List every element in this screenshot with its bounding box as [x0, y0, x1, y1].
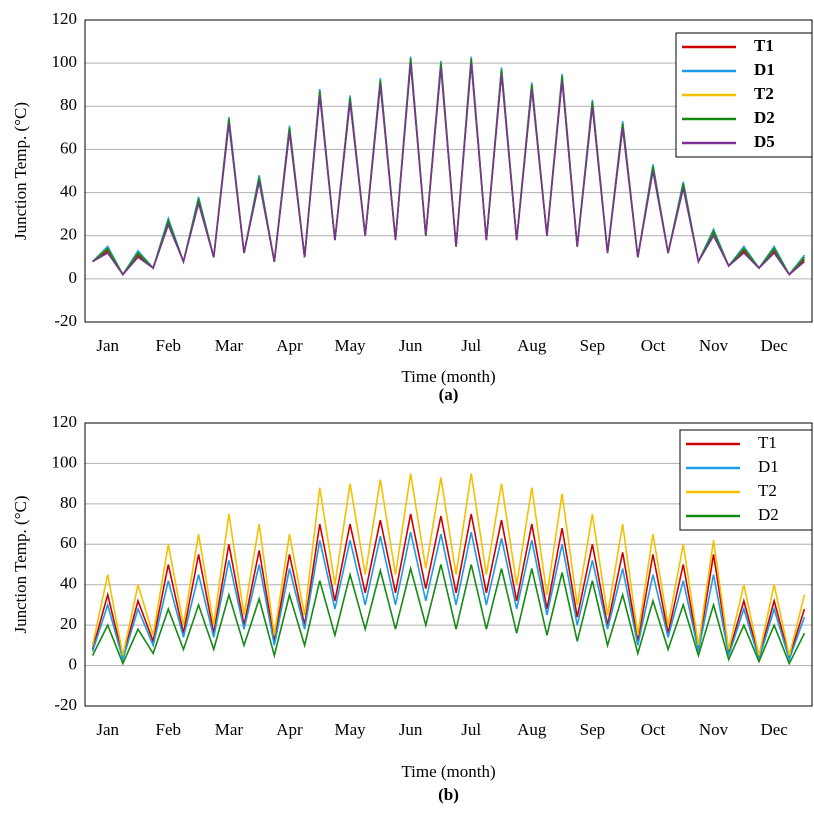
y-tick-label: 20: [60, 614, 77, 633]
x-tick-label: Oct: [641, 336, 666, 355]
x-tick-label: Jul: [461, 720, 481, 739]
legend-label: D5: [754, 132, 775, 151]
x-tick-label: Jun: [399, 336, 423, 355]
legend-label: D1: [758, 457, 779, 476]
legend-label: D2: [754, 108, 775, 127]
x-tick-label: Jan: [96, 720, 119, 739]
legend-label: T2: [758, 481, 777, 500]
x-tick-label: Nov: [699, 336, 729, 355]
x-axis-label: Time (month): [401, 762, 495, 781]
series-line: [92, 63, 805, 276]
y-tick-label: 60: [60, 138, 77, 157]
x-tick-label: Nov: [699, 720, 729, 739]
x-tick-label: May: [334, 336, 366, 355]
y-tick-label: 40: [60, 574, 77, 593]
x-tick-label: Feb: [156, 720, 182, 739]
y-axis-label: Junction Temp. (°C): [11, 102, 30, 240]
series-line: [91, 564, 806, 666]
series-line: [91, 473, 806, 656]
x-tick-label: Jun: [399, 720, 423, 739]
x-tick-label: May: [334, 720, 366, 739]
y-tick-label: 20: [60, 225, 77, 244]
series-line: [91, 513, 806, 661]
x-tick-label: Mar: [215, 720, 244, 739]
x-tick-label: Aug: [517, 336, 547, 355]
y-tick-label: 120: [52, 412, 78, 431]
x-tick-label: Feb: [156, 336, 182, 355]
x-tick-label: Jul: [461, 336, 481, 355]
x-tick-label: Mar: [215, 336, 244, 355]
y-tick-label: 80: [60, 493, 77, 512]
legend-label: D2: [758, 505, 779, 524]
legend-label: T1: [758, 433, 777, 452]
x-tick-label: Sep: [580, 336, 606, 355]
y-tick-label: 100: [52, 452, 78, 471]
y-tick-label: 40: [60, 181, 77, 200]
caption: (b): [438, 785, 459, 804]
x-tick-label: Aug: [517, 720, 547, 739]
plot-frame: [84, 19, 813, 323]
legend-label: D1: [754, 60, 775, 79]
y-tick-label: -20: [54, 311, 77, 330]
x-axis-label: Time (month): [401, 367, 495, 386]
caption: (a): [439, 385, 459, 404]
x-tick-label: Apr: [276, 720, 303, 739]
x-tick-label: Dec: [760, 336, 788, 355]
y-tick-label: -20: [54, 695, 77, 714]
y-tick-label: 0: [69, 268, 78, 287]
series-line: [91, 531, 806, 663]
y-tick-label: 100: [52, 52, 78, 71]
legend-box: [679, 429, 813, 531]
y-axis-label: Junction Temp. (°C): [11, 496, 30, 634]
legend-label: T1: [754, 36, 774, 55]
x-tick-label: Oct: [641, 720, 666, 739]
x-tick-label: Sep: [580, 720, 606, 739]
legend-label: T2: [754, 84, 774, 103]
x-tick-label: Apr: [276, 336, 303, 355]
y-tick-label: 60: [60, 533, 77, 552]
x-tick-label: Dec: [760, 720, 788, 739]
y-tick-label: 120: [52, 9, 78, 28]
y-tick-label: 0: [69, 654, 78, 673]
x-tick-label: Jan: [96, 336, 119, 355]
plot-frame: [84, 422, 813, 707]
y-tick-label: 80: [60, 95, 77, 114]
